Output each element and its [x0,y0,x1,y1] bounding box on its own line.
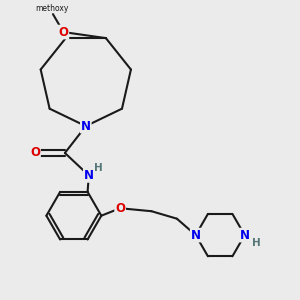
Text: O: O [30,146,40,160]
Text: O: O [115,202,125,215]
Text: N: N [240,229,250,242]
Text: H: H [252,238,261,248]
Text: N: N [84,169,94,182]
Text: O: O [58,26,68,38]
Text: N: N [81,120,91,133]
Text: H: H [94,163,103,173]
Text: N: N [191,229,201,242]
Text: methoxy: methoxy [35,4,68,13]
